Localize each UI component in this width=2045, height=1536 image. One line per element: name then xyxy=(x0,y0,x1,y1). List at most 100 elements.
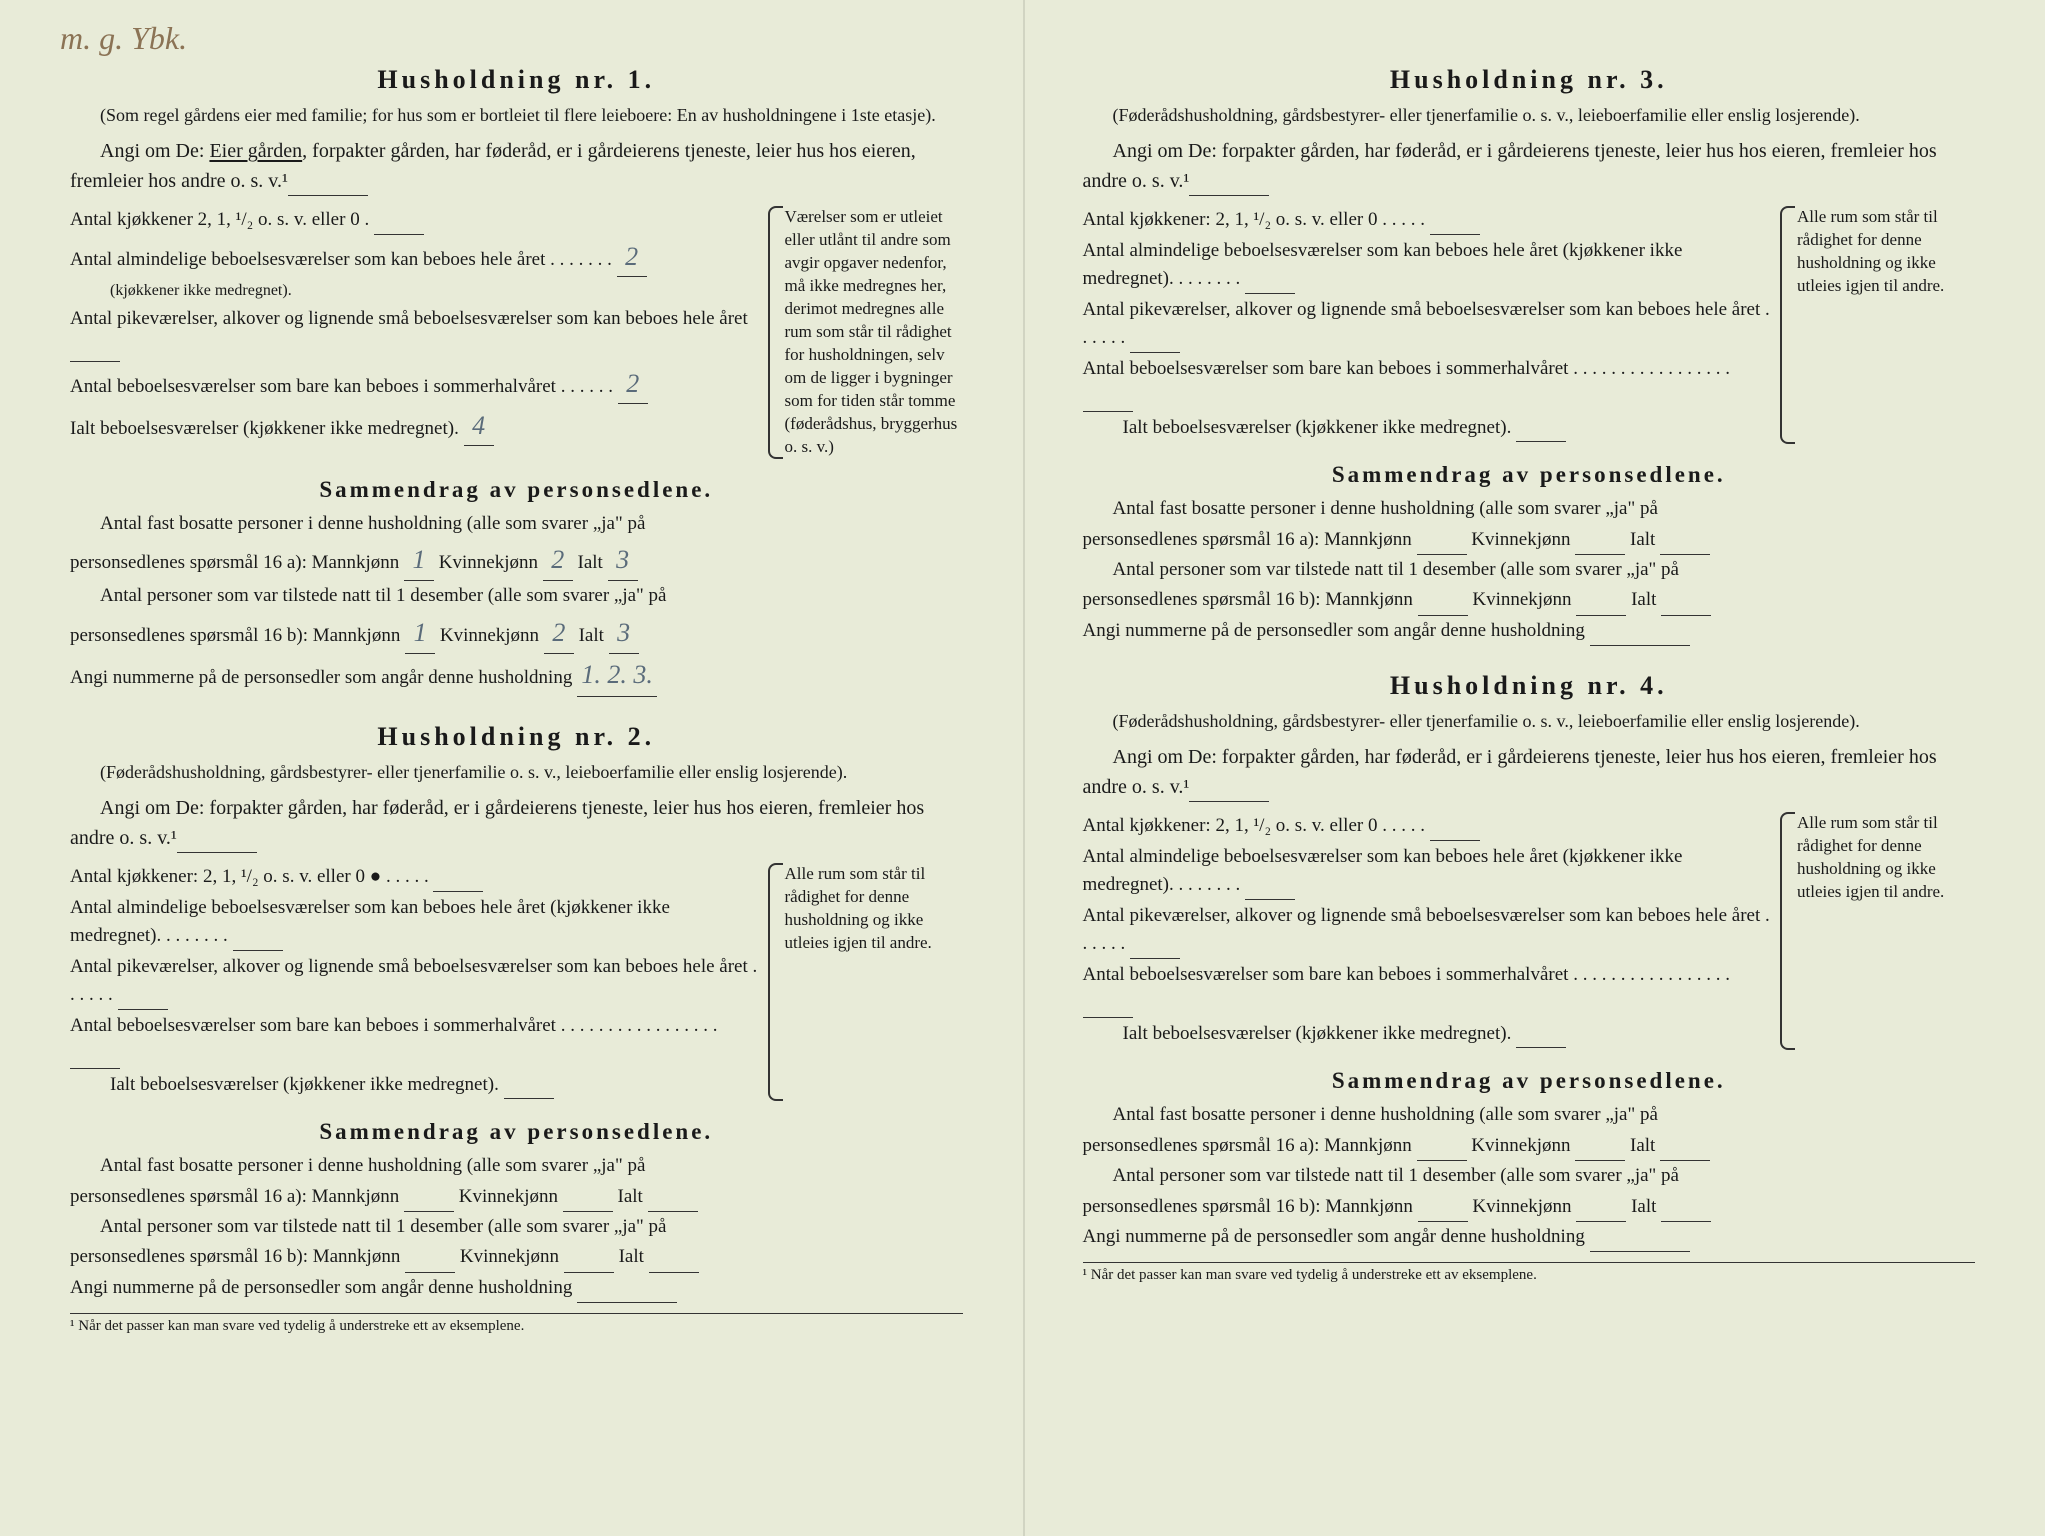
kitchens-value-2[interactable] xyxy=(433,872,483,892)
ialt-label-6: Ialt xyxy=(1631,589,1656,610)
total-value-2[interactable] xyxy=(504,1079,554,1099)
total-rooms-label: Ialt beboelsesværelser (kjøkkener ikke m… xyxy=(70,418,459,439)
summer-rooms-label-2: Antal beboelsesværelser som bare kan beb… xyxy=(70,1015,556,1036)
fast-m-3[interactable] xyxy=(1417,535,1467,555)
summer-value[interactable]: 2 xyxy=(618,364,648,404)
maid-rooms-value[interactable] xyxy=(70,342,120,362)
kitchens-value-3[interactable] xyxy=(1430,215,1480,235)
pres-i[interactable]: 3 xyxy=(609,612,639,655)
fast-line1-2: Antal fast bosatte personer i denne hush… xyxy=(70,1151,963,1181)
fast-label-2: personsedlenes spørsmål 16 a): Mannkjønn xyxy=(70,1186,399,1207)
kitchens-value[interactable] xyxy=(374,215,424,235)
fast-line2: personsedlenes spørsmål 16 a): Mannkjønn… xyxy=(70,539,963,582)
fast-i-4[interactable] xyxy=(1660,1141,1710,1161)
pres-k[interactable]: 2 xyxy=(544,612,574,655)
total-rooms-label-2: Ialt beboelsesværelser (kjøkkener ikke m… xyxy=(110,1074,499,1095)
present-label: personsedlenes spørsmål 16 b): Mannkjønn xyxy=(70,625,400,646)
numbers-value-3[interactable] xyxy=(1590,626,1690,646)
form-sidebar-4: Alle rum som står til rådighet for denne… xyxy=(1785,812,1975,1050)
ialt-label-3: Ialt xyxy=(618,1186,643,1207)
numbers-line-2: Angi nummerne på de personsedler som ang… xyxy=(70,1273,963,1303)
household-1-title: Husholdning nr. 1. xyxy=(70,65,963,95)
fast-k-4[interactable] xyxy=(1575,1141,1625,1161)
pres-m[interactable]: 1 xyxy=(405,612,435,655)
pres-k-4[interactable] xyxy=(1576,1202,1626,1222)
pres-m-3[interactable] xyxy=(1418,596,1468,616)
rooms-year-row-2: Antal almindelige beboelsesværelser som … xyxy=(70,894,763,951)
fast-line1-4: Antal fast bosatte personer i denne hush… xyxy=(1083,1100,1976,1130)
present-line2-3: personsedlenes spørsmål 16 b): Mannkjønn… xyxy=(1083,585,1976,615)
numbers-value-2[interactable] xyxy=(577,1283,677,1303)
fast-k[interactable]: 2 xyxy=(543,539,573,582)
fast-i-3[interactable] xyxy=(1660,535,1710,555)
pres-m-4[interactable] xyxy=(1418,1202,1468,1222)
kitchens-label: Antal kjøkkener 2, 1, ¹/₂ o. s. v. eller… xyxy=(70,209,369,230)
sidebar-text-3: Alle rum som står til rådighet for denne… xyxy=(1797,207,1944,295)
blank-fill[interactable] xyxy=(288,176,368,196)
fast-m-2[interactable] xyxy=(404,1192,454,1212)
pres-k-3[interactable] xyxy=(1576,596,1626,616)
fast-m-4[interactable] xyxy=(1417,1141,1467,1161)
kvinnekjonn-label: Kvinnekjønn xyxy=(439,552,538,573)
fast-m[interactable]: 1 xyxy=(404,539,434,582)
summer-value-2[interactable] xyxy=(70,1049,120,1069)
total-value-4[interactable] xyxy=(1516,1028,1566,1048)
numbers-label-2: Angi nummerne på de personsedler som ang… xyxy=(70,1277,572,1298)
maid-rooms-label-4: Antal pikeværelser, alkover og lignende … xyxy=(1083,905,1761,926)
pres-i-4[interactable] xyxy=(1661,1202,1711,1222)
fast-i[interactable]: 3 xyxy=(608,539,638,582)
form-sidebar-3: Alle rum som står til rådighet for denne… xyxy=(1785,206,1975,444)
kitchens-value-4[interactable] xyxy=(1430,821,1480,841)
total-value-3[interactable] xyxy=(1516,422,1566,442)
maid-rooms-value-4[interactable] xyxy=(1130,939,1180,959)
fast-i-2[interactable] xyxy=(648,1192,698,1212)
rooms-year-value-4[interactable] xyxy=(1245,880,1295,900)
numbers-value-4[interactable] xyxy=(1590,1232,1690,1252)
numbers-label-4: Angi nummerne på de personsedler som ang… xyxy=(1083,1226,1585,1247)
rooms-year-value[interactable]: 2 xyxy=(617,237,647,277)
pres-k-2[interactable] xyxy=(564,1253,614,1273)
total-value[interactable]: 4 xyxy=(464,406,494,446)
form-left: Antal kjøkkener 2, 1, ¹/₂ o. s. v. eller… xyxy=(70,206,763,458)
maid-rooms-value-2[interactable] xyxy=(118,990,168,1010)
blank-fill-2[interactable] xyxy=(177,833,257,853)
rooms-year-value-3[interactable] xyxy=(1245,274,1295,294)
present-line1-4: Antal personer som var tilstede natt til… xyxy=(1083,1161,1976,1191)
kitchens-label-4: Antal kjøkkener: 2, 1, ¹/₂ o. s. v. elle… xyxy=(1083,815,1378,836)
summer-rooms-row: Antal beboelsesværelser som bare kan beb… xyxy=(70,364,763,404)
present-line2-2: personsedlenes spørsmål 16 b): Mannkjønn… xyxy=(70,1242,963,1272)
brace-icon-3 xyxy=(1780,206,1795,444)
household-3-subtitle: (Føderådshusholdning, gårdsbestyrer- ell… xyxy=(1083,103,1976,128)
numbers-label-3: Angi nummerne på de personsedler som ang… xyxy=(1083,620,1585,641)
numbers-value[interactable]: 1. 2. 3. xyxy=(577,654,657,697)
blank-fill-3[interactable] xyxy=(1189,176,1269,196)
numbers-line-4: Angi nummerne på de personsedler som ang… xyxy=(1083,1222,1976,1252)
summer-value-4[interactable] xyxy=(1083,998,1133,1018)
numbers-label: Angi nummerne på de personsedler som ang… xyxy=(70,667,572,688)
ialt-label-2: Ialt xyxy=(579,625,604,646)
pres-m-2[interactable] xyxy=(405,1253,455,1273)
household-3-form: Antal kjøkkener: 2, 1, ¹/₂ o. s. v. elle… xyxy=(1083,206,1976,444)
summer-value-3[interactable] xyxy=(1083,392,1133,412)
rooms-year-value-2[interactable] xyxy=(233,931,283,951)
brace-icon-4 xyxy=(1780,812,1795,1050)
summer-rooms-row-4: Antal beboelsesværelser som bare kan beb… xyxy=(1083,961,1776,1018)
kitchens-row-2: Antal kjøkkener: 2, 1, ¹/₂ o. s. v. elle… xyxy=(70,863,763,892)
maid-rooms-value-3[interactable] xyxy=(1130,333,1180,353)
rooms-year-label: Antal almindelige beboelsesværelser som … xyxy=(70,249,545,270)
blank-fill-4[interactable] xyxy=(1189,782,1269,802)
footnote-right: ¹ Når det passer kan man svare ved tydel… xyxy=(1083,1262,1976,1284)
pres-i-2[interactable] xyxy=(649,1253,699,1273)
summary-4-title: Sammendrag av personsedlene. xyxy=(1083,1068,1976,1094)
form-left-2: Antal kjøkkener: 2, 1, ¹/₂ o. s. v. elle… xyxy=(70,863,763,1101)
household-3-prompt: Angi om De: forpakter gården, har føderå… xyxy=(1083,136,1976,196)
fast-k-3[interactable] xyxy=(1575,535,1625,555)
summary-2-title: Sammendrag av personsedlene. xyxy=(70,1119,963,1145)
total-rooms-row-4: Ialt beboelsesværelser (kjøkkener ikke m… xyxy=(1083,1020,1776,1049)
fast-k-2[interactable] xyxy=(563,1192,613,1212)
brace-icon xyxy=(768,206,783,458)
household-2-prompt: Angi om De: forpakter gården, har føderå… xyxy=(70,793,963,853)
sidebar-text-2: Alle rum som står til rådighet for denne… xyxy=(785,864,932,952)
pres-i-3[interactable] xyxy=(1661,596,1711,616)
maid-rooms-row-2: Antal pikeværelser, alkover og lignende … xyxy=(70,953,763,1010)
